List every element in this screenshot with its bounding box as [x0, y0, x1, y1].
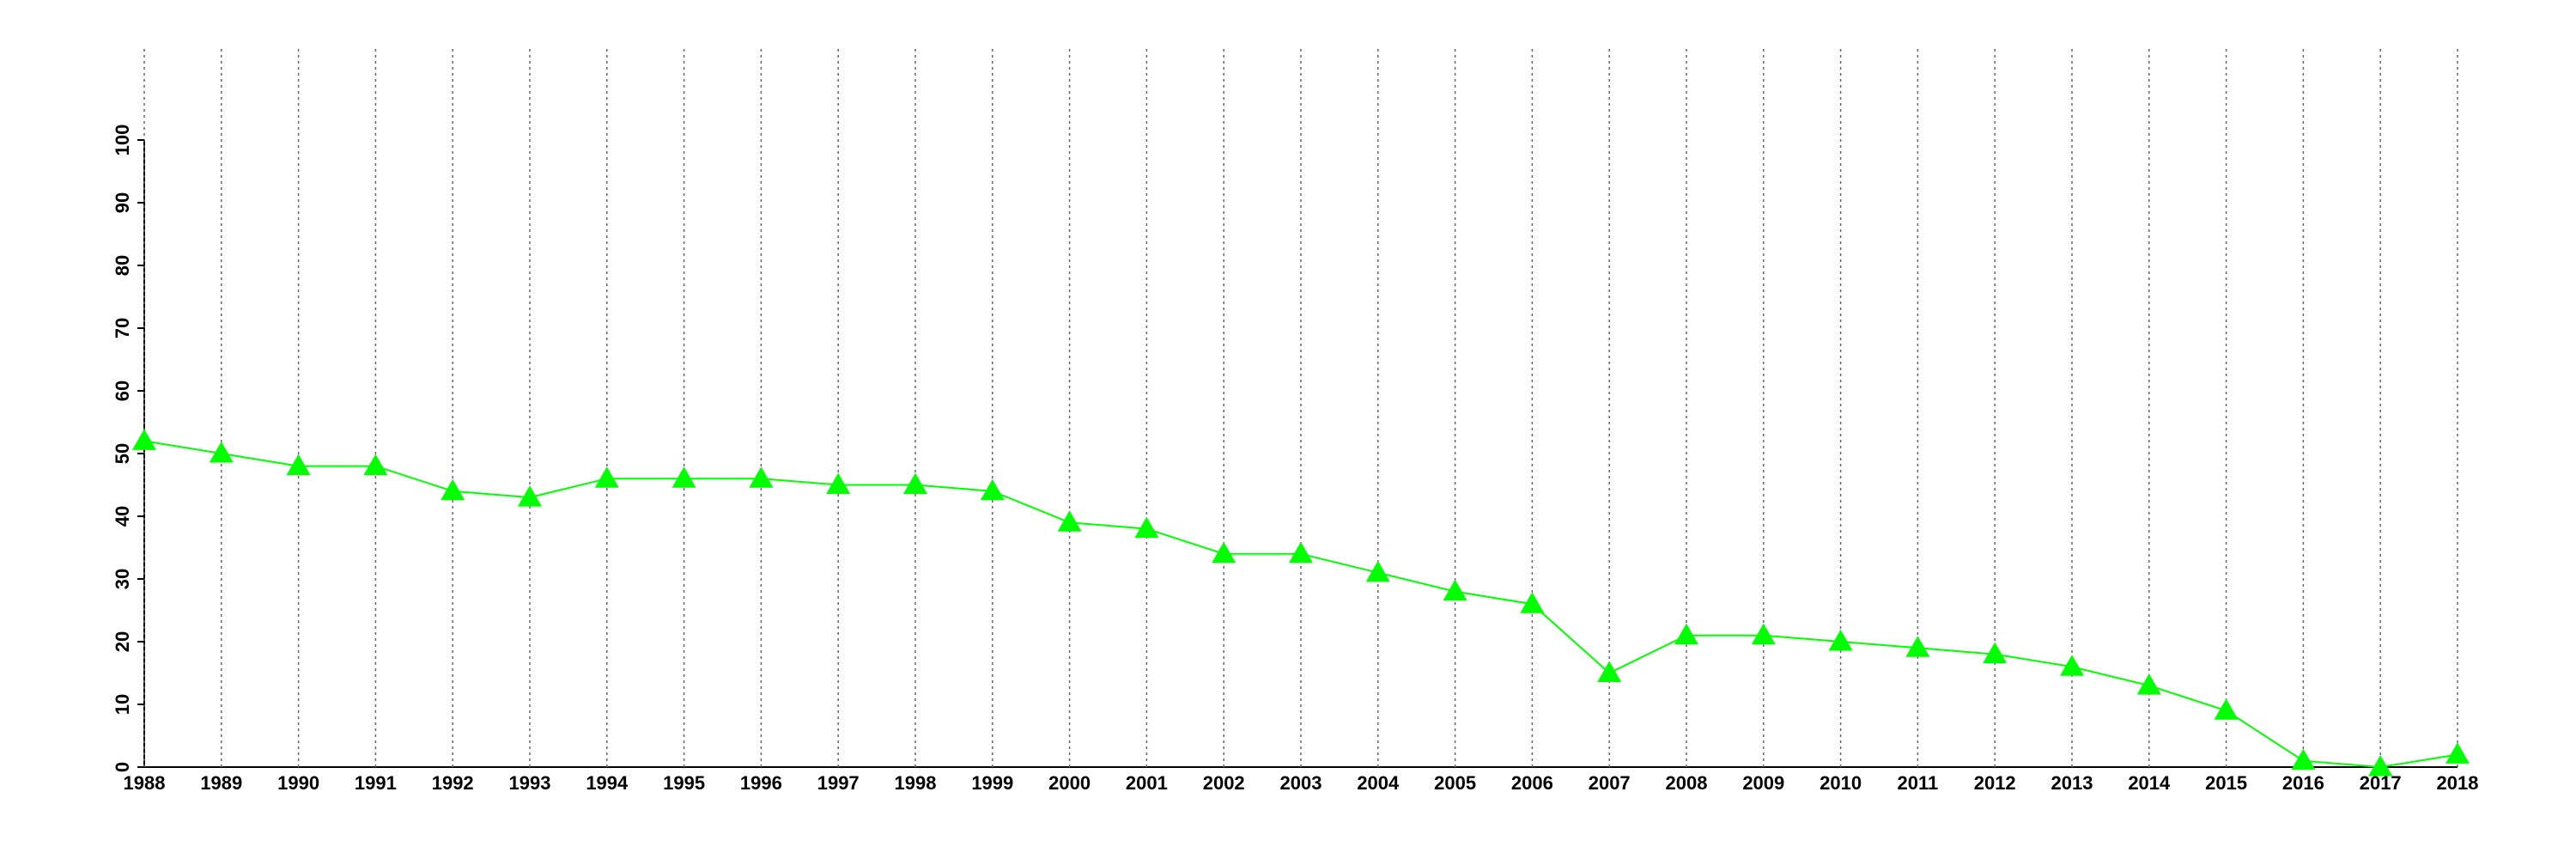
y-tick-label: 100 — [112, 125, 133, 156]
x-tick-label: 1996 — [740, 772, 782, 794]
data-marker — [132, 429, 156, 450]
data-marker — [594, 466, 619, 488]
data-marker — [2445, 742, 2470, 764]
x-tick-label: 2007 — [1589, 772, 1631, 794]
data-marker — [363, 454, 388, 476]
y-tick-label: 0 — [112, 762, 133, 772]
data-marker — [671, 466, 696, 488]
y-tick-label: 70 — [112, 318, 133, 338]
x-tick-label: 1994 — [586, 772, 629, 794]
y-tick-label: 10 — [112, 694, 133, 715]
x-tick-label: 1991 — [355, 772, 397, 794]
x-tick-label: 2011 — [1898, 772, 1939, 794]
data-marker — [209, 442, 234, 463]
y-tick-label: 50 — [112, 443, 133, 464]
x-tick-label: 1998 — [895, 772, 937, 794]
x-tick-label: 2008 — [1666, 772, 1708, 794]
data-marker — [1520, 592, 1545, 613]
data-marker — [2291, 748, 2316, 771]
x-tick-label: 2014 — [2128, 772, 2171, 794]
y-tick-label: 80 — [112, 255, 133, 276]
x-tick-label: 2009 — [1742, 772, 1784, 794]
data-marker — [1828, 630, 1853, 651]
x-tick-label: 1989 — [200, 772, 242, 794]
x-tick-label: 2010 — [1820, 772, 1862, 794]
y-tick-label: 30 — [112, 569, 133, 589]
data-marker — [749, 466, 774, 488]
x-tick-label: 1999 — [971, 772, 1013, 794]
y-tick-label: 60 — [112, 381, 133, 401]
x-tick-label: 2018 — [2437, 772, 2479, 794]
data-marker — [518, 485, 542, 507]
data-marker — [2368, 755, 2393, 777]
data-marker — [1212, 541, 1236, 564]
data-marker — [1674, 623, 1698, 645]
x-tick-label: 1988 — [124, 772, 166, 794]
data-marker — [1057, 510, 1082, 532]
data-marker — [1134, 516, 1159, 539]
data-marker — [2136, 673, 2161, 695]
data-marker — [1751, 623, 1776, 645]
data-marker — [903, 472, 927, 494]
data-marker — [1905, 636, 1930, 657]
x-tick-label: 2016 — [2282, 772, 2324, 794]
data-marker — [1365, 560, 1390, 582]
x-tick-label: 2002 — [1203, 772, 1245, 794]
x-tick-label: 2003 — [1280, 772, 1322, 794]
x-tick-label: 2012 — [1974, 772, 2016, 794]
x-tick-label: 2006 — [1511, 772, 1553, 794]
y-tick-label: 90 — [112, 192, 133, 213]
data-marker — [1443, 579, 1467, 601]
x-tick-label: 2013 — [2051, 772, 2093, 794]
data-marker — [1983, 642, 2008, 664]
x-tick-label: 2004 — [1357, 772, 1400, 794]
x-tick-label: 2000 — [1048, 772, 1091, 794]
data-marker — [826, 472, 851, 494]
data-marker — [440, 478, 465, 501]
x-tick-label: 1993 — [509, 772, 551, 794]
x-tick-label: 1992 — [432, 772, 474, 794]
x-tick-label: 1997 — [817, 772, 860, 794]
data-marker — [1597, 661, 1622, 682]
x-tick-label: 2015 — [2205, 772, 2247, 794]
x-tick-label: 1995 — [663, 772, 705, 794]
data-marker — [1289, 541, 1313, 564]
x-tick-label: 2001 — [1126, 772, 1168, 794]
data-marker — [2214, 698, 2239, 720]
data-marker — [286, 454, 311, 476]
data-marker — [2060, 655, 2084, 676]
y-tick-label: 20 — [112, 631, 133, 652]
x-tick-label: 2005 — [1434, 772, 1476, 794]
y-tick-label: 40 — [112, 506, 133, 527]
x-tick-label: 1990 — [277, 772, 319, 794]
data-marker — [980, 478, 1005, 501]
